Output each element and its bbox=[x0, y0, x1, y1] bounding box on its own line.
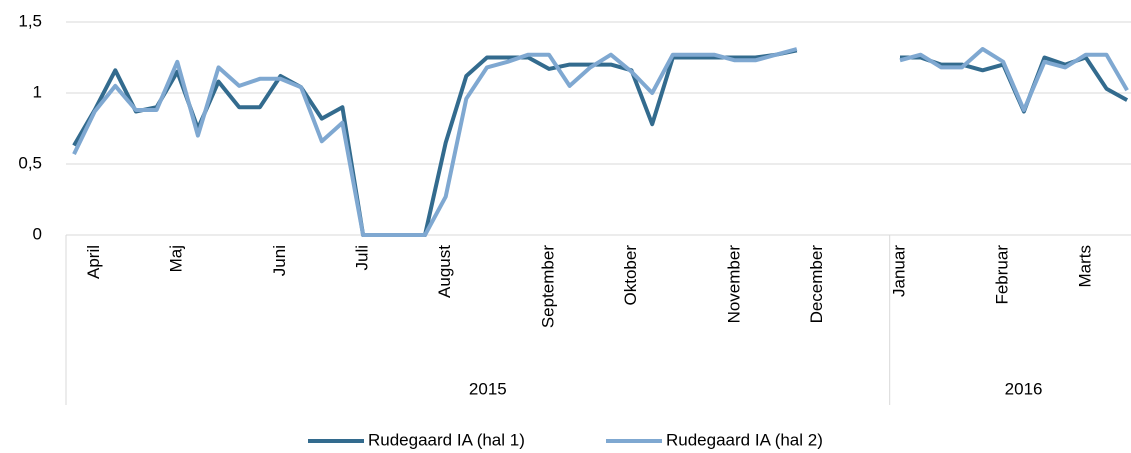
y-tick-label: 0 bbox=[33, 224, 42, 243]
x-tick-label: Juli bbox=[353, 245, 372, 271]
x-tick-label: Marts bbox=[1075, 245, 1094, 288]
legend-label: Rudegaard IA (hal 1) bbox=[368, 430, 525, 449]
x-tick-label: Maj bbox=[167, 245, 186, 272]
y-tick-label: 0,5 bbox=[18, 153, 42, 172]
x-tick-label: November bbox=[724, 245, 743, 324]
y-tick-label: 1 bbox=[33, 82, 42, 101]
x-tick-label: December bbox=[807, 245, 826, 324]
group-label: 2016 bbox=[1005, 379, 1043, 398]
x-tick-label: September bbox=[538, 245, 557, 328]
series-line bbox=[72, 47, 1129, 237]
x-tick-label: August bbox=[435, 245, 454, 298]
x-tick-label: April bbox=[84, 245, 103, 279]
group-label: 2015 bbox=[469, 379, 507, 398]
x-tick-label: Januar bbox=[889, 245, 908, 297]
x-tick-label: Februar bbox=[993, 245, 1012, 305]
x-tick-label: Oktober bbox=[621, 245, 640, 306]
legend-label: Rudegaard IA (hal 2) bbox=[666, 430, 823, 449]
x-tick-label: Juni bbox=[270, 245, 289, 276]
y-tick-label: 1,5 bbox=[18, 11, 42, 30]
